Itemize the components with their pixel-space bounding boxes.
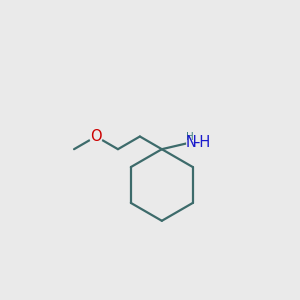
Circle shape — [89, 130, 103, 143]
Text: O: O — [90, 129, 102, 144]
Text: –H: –H — [192, 135, 210, 150]
Text: H: H — [186, 132, 194, 142]
Text: N: N — [185, 135, 196, 150]
Circle shape — [187, 133, 206, 152]
